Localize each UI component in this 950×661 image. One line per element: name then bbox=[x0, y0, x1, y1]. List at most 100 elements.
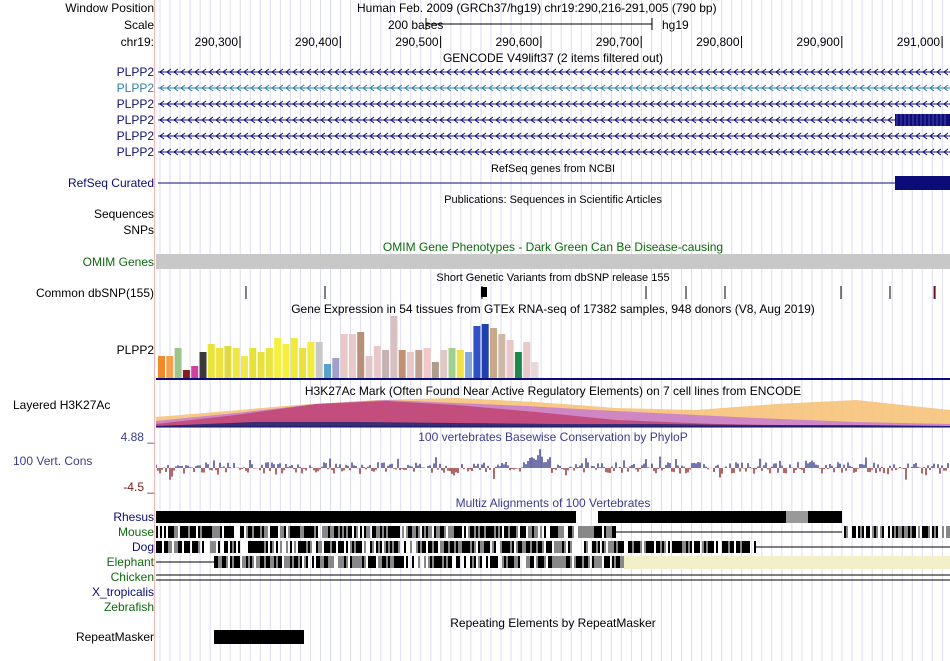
alignment-block bbox=[378, 556, 380, 568]
multiz-species-label[interactable]: X_tropicalis bbox=[91, 585, 154, 599]
strand-arrow bbox=[726, 132, 732, 140]
gencode-transcript-label[interactable]: PLPP2 bbox=[116, 97, 154, 111]
alignment-block bbox=[608, 541, 610, 553]
strand-arrow bbox=[453, 84, 459, 92]
alignment-block bbox=[910, 526, 912, 538]
alignment-block bbox=[466, 541, 468, 553]
gtex-bar bbox=[390, 316, 398, 378]
strand-arrow bbox=[404, 116, 410, 124]
strand-arrow bbox=[600, 68, 606, 76]
alignment-block bbox=[250, 541, 252, 553]
alignment-block bbox=[442, 541, 444, 553]
strand-arrow bbox=[481, 116, 487, 124]
alignment-block bbox=[256, 526, 258, 538]
strand-arrow bbox=[649, 68, 655, 76]
strand-arrow bbox=[509, 116, 515, 124]
alignment-block bbox=[316, 556, 318, 568]
alignment-block bbox=[160, 541, 162, 553]
alignment-block bbox=[316, 526, 318, 538]
multiz-species-label[interactable]: Mouse bbox=[117, 525, 154, 539]
multiz-species-label[interactable]: Zebrafish bbox=[103, 600, 154, 614]
strand-arrow bbox=[432, 148, 438, 156]
alignment-block bbox=[254, 526, 256, 538]
strand-arrow bbox=[747, 84, 753, 92]
alignment-block bbox=[336, 526, 338, 538]
refseq-label[interactable]: RefSeq Curated bbox=[67, 176, 154, 190]
alignment-block bbox=[354, 526, 356, 538]
alignment-block bbox=[354, 556, 356, 568]
gencode-transcript-label[interactable]: PLPP2 bbox=[116, 145, 154, 159]
strand-arrow bbox=[159, 100, 165, 108]
strand-arrow bbox=[691, 116, 697, 124]
alignment-block bbox=[188, 541, 190, 553]
strand-arrow bbox=[397, 132, 403, 140]
alignment-block bbox=[578, 526, 580, 538]
alignment-block bbox=[716, 541, 718, 553]
strand-arrow bbox=[173, 68, 179, 76]
strand-arrow bbox=[824, 132, 830, 140]
gencode-transcript-label[interactable]: PLPP2 bbox=[116, 65, 154, 79]
strand-arrow bbox=[502, 148, 508, 156]
strand-arrow bbox=[936, 100, 942, 108]
gtex-bar bbox=[174, 348, 182, 378]
strand-arrow bbox=[782, 84, 788, 92]
strand-arrow bbox=[943, 84, 949, 92]
multiz-species-label[interactable]: Dog bbox=[131, 540, 154, 554]
alignment-block bbox=[480, 556, 482, 568]
conservation-label[interactable]: 100 Vert. Cons bbox=[13, 454, 93, 468]
strand-arrow bbox=[880, 100, 886, 108]
strand-arrow bbox=[656, 132, 662, 140]
alignment-block bbox=[470, 526, 472, 538]
alignment-block bbox=[388, 541, 390, 553]
strand-arrow bbox=[775, 100, 781, 108]
alignment-block bbox=[250, 526, 252, 538]
alignment-block bbox=[808, 511, 842, 523]
multiz-species-label[interactable]: Rhesus bbox=[113, 510, 154, 524]
strand-arrow bbox=[488, 116, 494, 124]
alignment-block bbox=[426, 526, 428, 538]
repeatmasker-label[interactable]: RepeatMasker bbox=[75, 630, 154, 644]
alignment-block bbox=[616, 541, 618, 553]
strand-arrow bbox=[418, 148, 424, 156]
strand-arrow bbox=[495, 148, 501, 156]
alignment-block bbox=[294, 526, 296, 538]
omim-label[interactable]: OMIM Genes bbox=[82, 255, 154, 269]
strand-arrow bbox=[824, 68, 830, 76]
alignment-block bbox=[224, 526, 226, 538]
alignment-block bbox=[380, 541, 382, 553]
track-canvas[interactable] bbox=[156, 0, 950, 661]
strand-arrow bbox=[404, 84, 410, 92]
multiz-species-label[interactable]: Elephant bbox=[106, 555, 154, 569]
gencode-transcript-label[interactable]: PLPP2 bbox=[116, 81, 154, 95]
alignment-block bbox=[486, 556, 488, 568]
scale-label: Scale bbox=[123, 18, 154, 32]
strand-arrow bbox=[222, 68, 228, 76]
multiz-species-label[interactable]: Chicken bbox=[110, 570, 154, 584]
gencode-transcript-label[interactable]: PLPP2 bbox=[116, 113, 154, 127]
gtex-bar bbox=[166, 356, 174, 378]
gtex-label[interactable]: PLPP2 bbox=[116, 343, 154, 357]
strand-arrow bbox=[264, 100, 270, 108]
strand-arrow bbox=[320, 132, 326, 140]
gtex-bar bbox=[158, 356, 165, 378]
alignment-block bbox=[360, 556, 362, 568]
gencode-transcript-label[interactable]: PLPP2 bbox=[116, 129, 154, 143]
dbsnp-label[interactable]: Common dbSNP(155) bbox=[35, 286, 154, 300]
alignment-block bbox=[194, 541, 196, 553]
strand-arrow bbox=[229, 148, 235, 156]
sequences-label[interactable]: Sequences bbox=[93, 207, 154, 221]
panel-divider bbox=[154, 0, 155, 661]
alignment-block bbox=[324, 556, 326, 568]
h3k27ac-label[interactable]: Layered H3K27Ac bbox=[13, 398, 111, 412]
alignment-block bbox=[522, 541, 524, 553]
strand-arrow bbox=[439, 68, 445, 76]
strand-arrow bbox=[215, 100, 221, 108]
strand-arrow bbox=[775, 68, 781, 76]
strand-arrow bbox=[796, 100, 802, 108]
strand-arrow bbox=[831, 116, 837, 124]
strand-arrow bbox=[859, 100, 865, 108]
alignment-block bbox=[156, 541, 158, 553]
alignment-block bbox=[338, 526, 340, 538]
snps-label[interactable]: SNPs bbox=[123, 223, 154, 237]
strand-arrow bbox=[299, 68, 305, 76]
